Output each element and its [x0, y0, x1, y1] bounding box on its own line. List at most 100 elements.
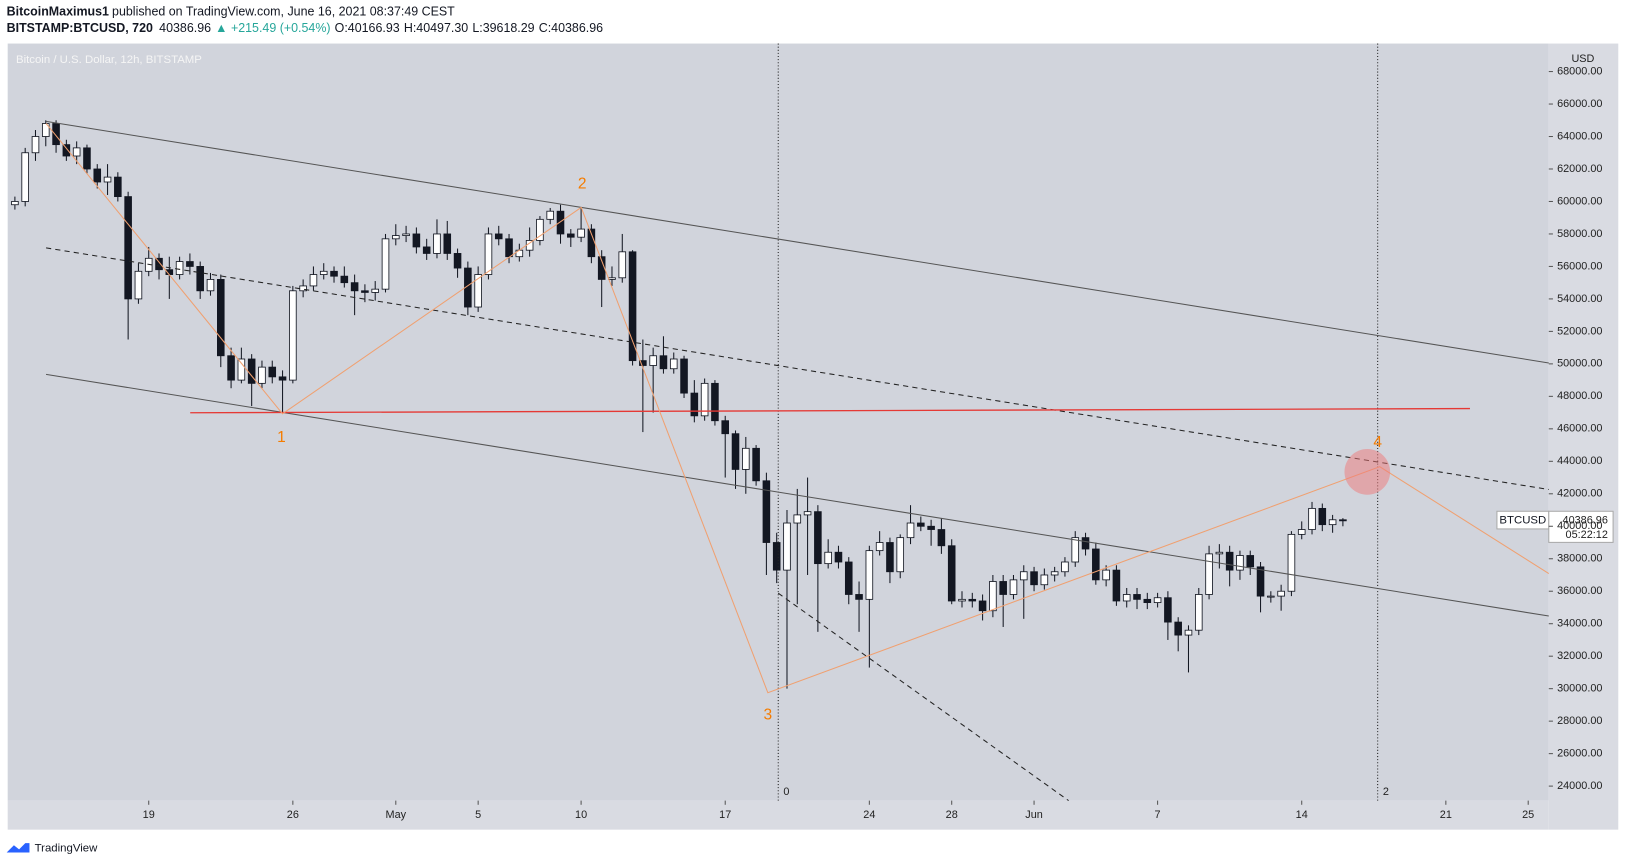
- y-tick-label: 34000.00: [1557, 618, 1602, 630]
- candle-body: [628, 251, 637, 362]
- x-tick-label: 24: [863, 809, 875, 821]
- published: published on TradingView.com, June 16, 2…: [112, 5, 455, 19]
- candle-body: [927, 525, 935, 530]
- y-tick-label: 28000.00: [1557, 715, 1602, 727]
- symbol: BITSTAMP:BTCUSD, 720: [7, 21, 153, 35]
- y-tick-label: 58000.00: [1557, 228, 1602, 240]
- candle-body: [742, 447, 750, 470]
- vertical-label: 0: [783, 786, 789, 798]
- x-tick-label: Jun: [1025, 809, 1043, 821]
- candle-body: [340, 275, 349, 284]
- header-author: BitcoinMaximus1 published on TradingView.…: [7, 5, 456, 19]
- candle-body: [124, 196, 132, 300]
- x-tick-label: 21: [1440, 809, 1452, 821]
- candle-body: [978, 600, 987, 612]
- candle-body: [711, 382, 719, 422]
- footer-brand: TradingView: [35, 842, 98, 854]
- y-tick-label: 68000.00: [1557, 65, 1602, 77]
- candle-body: [1102, 569, 1110, 581]
- candle-body: [752, 447, 760, 482]
- y-tick-label: 56000.00: [1557, 260, 1602, 272]
- candle-body: [1092, 548, 1100, 581]
- y-tick-label: 30000.00: [1557, 683, 1602, 695]
- candle-body: [62, 144, 71, 157]
- y-tick-label: 40000.00: [1557, 520, 1602, 532]
- candle-body: [536, 218, 544, 241]
- candle-body: [350, 282, 359, 292]
- y-tick-label: 60000.00: [1557, 195, 1602, 207]
- candle-body: [83, 147, 91, 170]
- candle-body: [1174, 621, 1182, 636]
- candle-body: [1071, 537, 1080, 563]
- candle-body: [618, 251, 627, 279]
- channel-upper: [45, 120, 1549, 364]
- x-tick-label: 5: [475, 809, 481, 821]
- dashed-line: [777, 592, 1069, 802]
- candle-body: [1009, 579, 1018, 595]
- candle-body: [258, 366, 266, 384]
- candle-body: [21, 152, 29, 202]
- y-tick-label: 48000.00: [1557, 390, 1602, 402]
- candle-body: [402, 233, 410, 236]
- candle-body: [1019, 571, 1028, 581]
- candle-body: [186, 261, 194, 267]
- candle-body: [1328, 519, 1337, 526]
- candle-body: [1112, 569, 1121, 602]
- candle-body: [721, 420, 730, 435]
- wave-label: 1: [277, 429, 286, 446]
- candle-body: [731, 433, 740, 470]
- x-tick-label: 17: [719, 809, 731, 821]
- candle-body: [783, 522, 791, 571]
- candle-body: [1050, 571, 1059, 576]
- author: BitcoinMaximus1: [7, 5, 109, 19]
- candle-body: [474, 274, 482, 308]
- candle-body: [392, 235, 400, 240]
- candle-body: [371, 288, 379, 293]
- wave-label: 2: [578, 176, 587, 193]
- candle-body: [453, 253, 462, 269]
- candle-body: [834, 551, 843, 563]
- candle-body: [422, 246, 431, 254]
- candle-body: [608, 277, 616, 280]
- candle-body: [289, 290, 297, 381]
- candle-body: [989, 581, 997, 612]
- candle-body: [114, 176, 122, 198]
- header-quote: BITSTAMP:BTCUSD, 720 40386.96 ▲ +215.49 (+…: [7, 21, 603, 35]
- last-price-box: [1548, 510, 1614, 543]
- change: ▲ +215.49 (+0.54%): [215, 21, 330, 35]
- y-tick-label: 42000.00: [1557, 488, 1602, 500]
- candle-body: [886, 542, 894, 573]
- y-tick-label: 38000.00: [1557, 553, 1602, 565]
- last-price: 40386.96: [1563, 514, 1608, 526]
- candle-body: [237, 358, 246, 381]
- plot-area: [7, 43, 1549, 801]
- candle-body: [824, 551, 832, 565]
- candle-body: [1287, 533, 1296, 592]
- x-tick-label: 19: [143, 809, 155, 821]
- candle-body: [690, 392, 699, 417]
- candle-body: [577, 228, 585, 238]
- candle-body: [196, 266, 204, 292]
- candle-body: [52, 123, 60, 146]
- x-tick-label: May: [386, 809, 407, 821]
- candle-body: [1030, 571, 1038, 586]
- candle-body: [649, 355, 657, 366]
- y-tick-label: 54000.00: [1557, 293, 1602, 305]
- channel-lower: [45, 373, 1549, 617]
- channel-mid: [45, 247, 1549, 491]
- candle-body: [937, 529, 946, 547]
- candle-body: [31, 136, 40, 154]
- wave-path: [45, 123, 1550, 694]
- price-tag: BTCUSD 40386.96 05:22:12: [1496, 510, 1614, 543]
- vertical-label: 2: [1383, 786, 1389, 798]
- candle-body: [814, 511, 822, 565]
- candle-body: [875, 542, 884, 552]
- candle-body: [268, 366, 277, 378]
- candle-body: [155, 257, 163, 271]
- candle-body: [175, 261, 184, 275]
- open: O:40166.93: [335, 21, 400, 35]
- candle-body: [1184, 629, 1193, 636]
- candle-body: [206, 279, 215, 292]
- candle-body: [947, 545, 956, 602]
- candle-body: [906, 522, 915, 539]
